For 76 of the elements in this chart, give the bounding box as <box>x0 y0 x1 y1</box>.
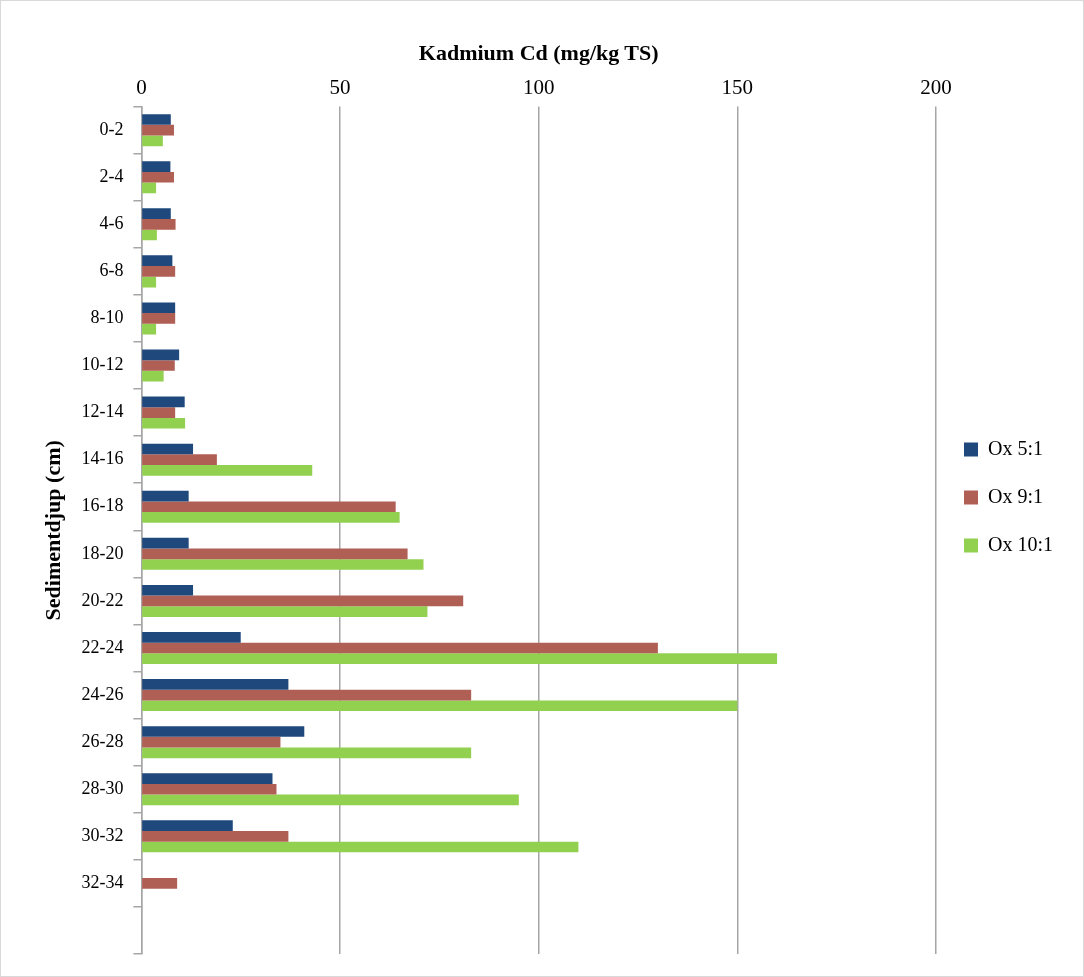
bar <box>142 841 579 853</box>
x-tick-label: 50 <box>329 74 351 99</box>
bar <box>142 512 400 523</box>
bar <box>142 218 176 230</box>
bar <box>142 124 174 136</box>
y-tick-label: 24-26 <box>81 683 124 704</box>
y-tick-label: 10-12 <box>81 354 124 375</box>
bar <box>142 171 174 183</box>
x-tick-label: 100 <box>522 74 555 99</box>
legend-label: Ox 10:1 <box>988 532 1053 555</box>
bar <box>142 114 171 125</box>
bar <box>142 396 185 408</box>
bar <box>142 135 163 147</box>
y-tick-label: 2-4 <box>99 165 124 186</box>
x-axis-title: Kadmium Cd (mg/kg TS) <box>418 39 659 65</box>
bar <box>142 266 176 277</box>
bar <box>142 255 173 267</box>
y-tick-label: 4-6 <box>99 213 124 234</box>
bar <box>142 276 157 288</box>
y-tick-label: 0-2 <box>99 118 124 139</box>
x-tick-label: 150 <box>721 74 754 99</box>
bar <box>142 794 519 806</box>
y-tick-label: 22-24 <box>81 636 124 657</box>
bar <box>142 349 180 361</box>
bar <box>142 747 472 759</box>
y-tick-label: 16-18 <box>81 495 124 516</box>
y-axis-title: Sedimentdjup (cm) <box>39 440 65 621</box>
bar <box>142 642 658 654</box>
y-tick-label: 14-16 <box>81 448 124 469</box>
bar <box>142 830 289 842</box>
y-tick-label: 18-20 <box>81 542 124 563</box>
legend-label: Ox 5:1 <box>988 436 1043 459</box>
y-tick-label: 32-34 <box>81 872 124 893</box>
bar <box>142 208 171 219</box>
bar <box>142 182 157 194</box>
bar <box>142 783 277 795</box>
y-tick-label: 30-32 <box>81 825 124 846</box>
bar <box>142 407 176 418</box>
y-tick-label: 26-28 <box>81 730 124 751</box>
y-tick-label: 12-14 <box>81 401 124 422</box>
y-tick-label: 6-8 <box>99 260 124 281</box>
bar <box>142 631 241 643</box>
bar <box>142 417 186 429</box>
bar <box>142 302 176 314</box>
bar <box>142 606 428 617</box>
bar <box>142 370 164 382</box>
bar <box>142 360 175 371</box>
bar <box>142 736 281 748</box>
bar <box>142 559 424 570</box>
bar <box>142 878 178 889</box>
bar <box>142 726 305 737</box>
bar <box>142 161 171 172</box>
bar <box>142 595 464 607</box>
bar <box>142 323 157 335</box>
bar <box>142 820 233 831</box>
bar <box>142 679 289 690</box>
bar <box>142 313 176 324</box>
legend-label: Ox 9:1 <box>988 484 1043 507</box>
bar <box>142 501 396 513</box>
bar <box>142 537 189 549</box>
bar <box>142 689 472 701</box>
x-tick-label: 200 <box>920 74 952 99</box>
bar <box>142 548 408 560</box>
bar <box>142 700 738 712</box>
x-tick-label: 0 <box>136 74 147 99</box>
bar <box>142 773 273 784</box>
bar <box>142 454 217 466</box>
bar <box>142 653 778 664</box>
bar <box>142 490 189 502</box>
bar <box>142 584 194 596</box>
y-tick-label: 8-10 <box>90 307 124 328</box>
y-tick-label: 20-22 <box>81 589 124 610</box>
bar <box>142 229 157 241</box>
y-tick-label: 28-30 <box>81 777 124 798</box>
bar <box>142 443 194 455</box>
bar <box>142 465 313 476</box>
